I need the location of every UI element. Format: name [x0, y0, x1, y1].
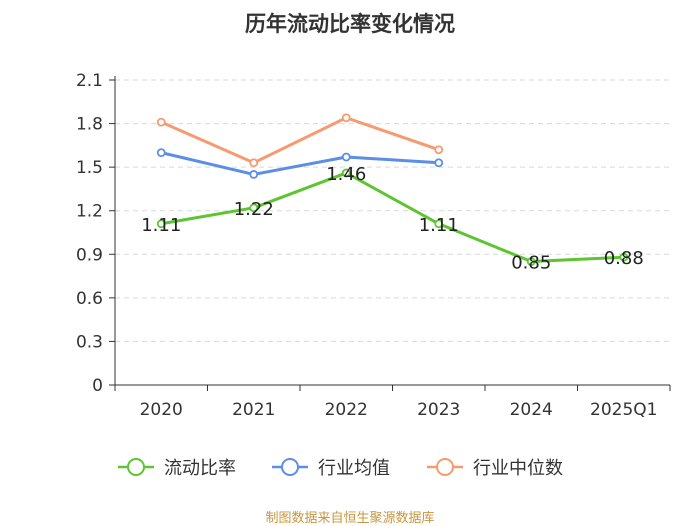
data-point	[156, 117, 166, 127]
data-point	[249, 158, 259, 168]
data-label: 1.22	[234, 199, 274, 220]
series-lines	[156, 113, 629, 266]
x-tick-label: 2022	[325, 400, 368, 420]
x-tick-label: 2025Q1	[590, 400, 657, 420]
data-point	[526, 257, 536, 266]
data-point	[156, 148, 166, 158]
series-line	[160, 116, 440, 165]
x-tick-label: 2020	[140, 400, 183, 420]
data-point	[434, 158, 444, 168]
legend-marker	[127, 458, 145, 476]
data-point	[249, 203, 259, 213]
data-label: 0.88	[604, 248, 644, 269]
legend: 流动比率 行业均值 行业中位数	[118, 458, 563, 479]
data-point	[619, 252, 629, 262]
y-tick-label: 0.9	[76, 245, 103, 265]
x-tick-label: 2021	[232, 400, 275, 420]
data-point	[249, 170, 259, 179]
data-point	[434, 219, 444, 229]
series-line	[160, 171, 624, 264]
legend-label: 行业均值	[318, 458, 390, 479]
y-tick-label: 1.2	[76, 202, 103, 222]
series-line	[160, 151, 439, 176]
legend-label: 行业中位数	[473, 458, 563, 479]
y-tick-label: 1.5	[76, 158, 103, 178]
y-tick-label: 0	[92, 376, 103, 396]
y-tick-label: 0.3	[76, 332, 103, 352]
x-tick-label: 2024	[510, 400, 553, 420]
data-point	[341, 168, 351, 178]
legend-marker	[436, 458, 454, 476]
grid-lines	[115, 79, 670, 342]
source-note: 制图数据来自恒生聚源数据库	[265, 511, 435, 526]
data-point	[434, 145, 444, 155]
data-point	[341, 152, 351, 162]
chart-title: 历年流动比率变化情况	[245, 12, 455, 36]
data-label: 1.11	[141, 215, 181, 236]
x-tick-label: 2023	[417, 400, 460, 420]
data-labels: 1.11 1.22 1.46 1.11 0.85 0.88	[141, 164, 644, 274]
data-label: 1.46	[326, 164, 366, 185]
data-point	[341, 113, 351, 123]
legend-marker	[281, 458, 299, 476]
y-tick-label: 1.8	[76, 115, 103, 135]
data-label: 0.85	[511, 253, 551, 274]
legend-label: 流动比率	[164, 458, 236, 479]
y-tick-label: 0.6	[76, 289, 103, 309]
y-tick-label: 2.1	[76, 71, 103, 91]
data-point	[156, 219, 166, 229]
axes: 0 0.3 0.6 0.9 1.2 1.5 1.8 2.1 2020 2021 2022 2023 20…	[76, 71, 671, 420]
data-label: 1.11	[419, 215, 459, 236]
